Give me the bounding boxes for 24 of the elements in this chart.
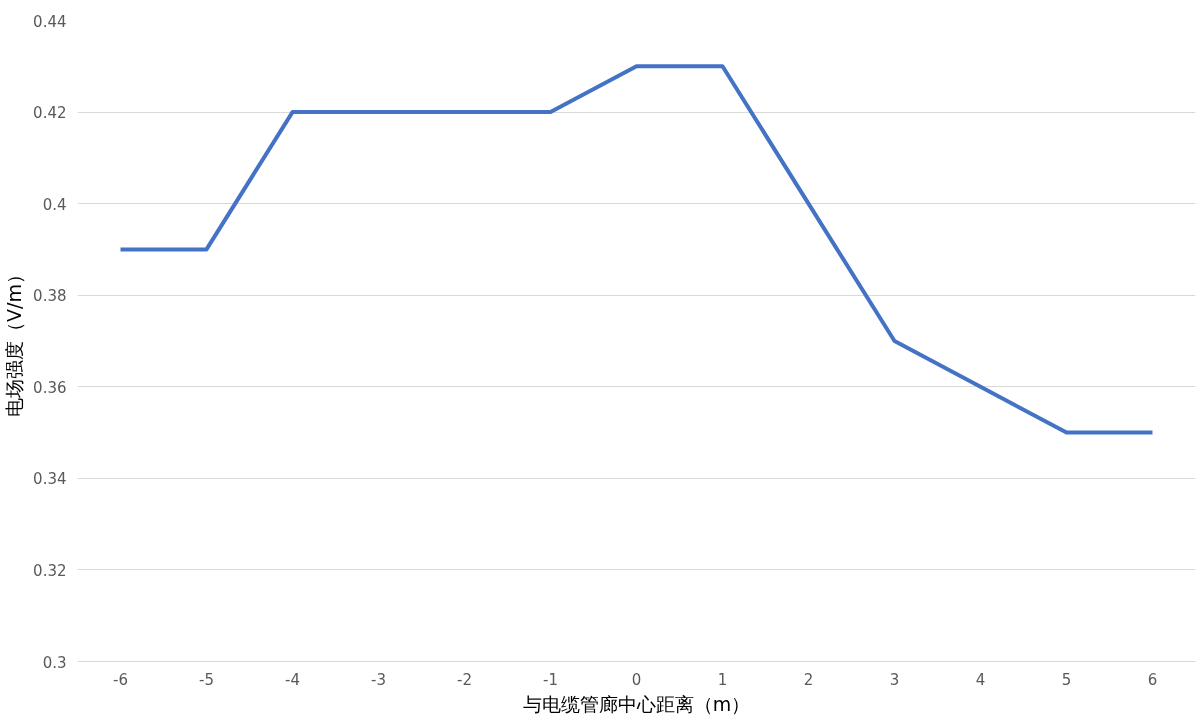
x-tick-label: -2 <box>457 670 472 689</box>
y-axis-title: 电场强度（V/m） <box>3 265 26 417</box>
x-tick-label: 0 <box>631 670 642 689</box>
y-tick-label: 0.44 <box>33 12 67 31</box>
x-tick-label: 6 <box>1147 670 1158 689</box>
y-tick-label: 0.3 <box>42 653 67 672</box>
x-tick-label: -4 <box>285 670 300 689</box>
y-tick-label: 0.36 <box>33 378 67 397</box>
x-tick-label: 4 <box>975 670 986 689</box>
y-tick-label: 0.4 <box>42 195 67 214</box>
x-tick-label: -5 <box>199 670 214 689</box>
x-tick-label: -6 <box>113 670 128 689</box>
y-tick-label: 0.34 <box>33 470 67 489</box>
x-tick-label: 1 <box>717 670 728 689</box>
line-series <box>118 64 1155 435</box>
y-tick-label: 0.38 <box>33 287 67 306</box>
x-tick-label: 5 <box>1061 670 1072 689</box>
y-tick-label: 0.42 <box>33 104 67 123</box>
x-tick-label: 2 <box>803 670 814 689</box>
x-tick-label: 3 <box>889 670 900 689</box>
x-axis-title: 与电缆管廊中心距离（m） <box>522 692 751 715</box>
y-tick-label: 0.32 <box>33 561 67 580</box>
x-tick-label: -1 <box>543 670 558 689</box>
x-tick-label: -3 <box>371 670 386 689</box>
